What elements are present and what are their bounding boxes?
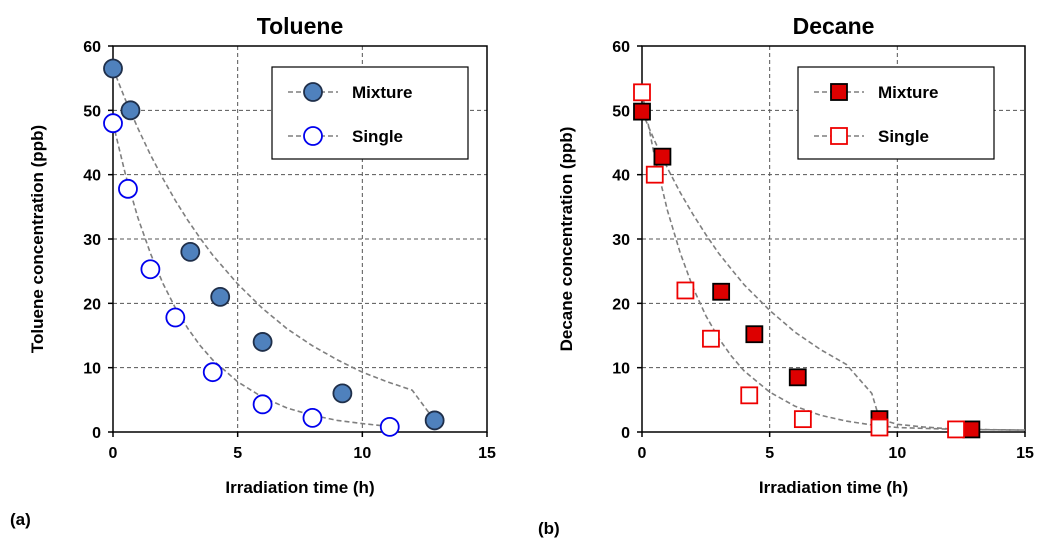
chart1-legend-label: Single: [352, 127, 403, 146]
chart2-ytick-label: 20: [612, 296, 630, 313]
chart1-legend-marker-single: [303, 126, 323, 146]
chart1-ytick-label: 30: [83, 232, 101, 249]
chart2-point-mixture: [788, 368, 807, 387]
chart2-xtick-label: 10: [888, 445, 906, 462]
chart1-point-single: [118, 178, 138, 199]
chart2-point-mixture: [745, 325, 764, 344]
chart2-ytick-label: 30: [612, 232, 630, 249]
chart1-xtick-label: 15: [478, 445, 496, 462]
chart2-point-single: [645, 165, 664, 184]
chart2: 0 5 10 15 0 10 20 30 40 50 60 Decane Irradiation tim…: [557, 13, 1034, 497]
chart1-trendline-single: [112, 123, 391, 428]
chart1-point-mixture: [332, 383, 353, 404]
chart1-ytick-label: 60: [83, 39, 101, 56]
chart1-point-single: [379, 416, 400, 437]
chart1-ytick-label: 20: [83, 296, 101, 313]
chart2-legend: Mixture Single: [797, 66, 995, 160]
chart2-point-single: [676, 281, 695, 300]
chart1-xlabel: Irradiation time (h): [225, 478, 374, 497]
chart1-legend: Mixture Single: [271, 66, 469, 160]
panel-label-b: (b): [538, 519, 560, 538]
chart1-trendline-mixture: [112, 68, 436, 421]
chart2-point-single: [702, 329, 720, 348]
chart2-point-mixture: [712, 282, 731, 301]
chart1-point-single: [103, 113, 123, 134]
chart2-xlabel: Irradiation time (h): [759, 478, 908, 497]
chart1-point-single: [252, 394, 273, 415]
chart1-point-mixture: [103, 58, 123, 79]
chart1-ytick-label: 40: [83, 168, 101, 185]
chart1-point-mixture: [424, 410, 445, 431]
chart1-ylabel: Toluene concentration (ppb): [28, 125, 47, 353]
chart2-ylabel: Decane concentration (ppb): [557, 127, 576, 352]
chart2-title: Decane: [793, 13, 875, 39]
chart1-xtick-label: 0: [109, 445, 118, 462]
chart1-point-mixture: [120, 100, 141, 121]
chart2-legend-marker-single: [830, 127, 848, 145]
chart1: 0 5 10 15 0 10 20 30 40 50 60 Toluene Irradiation ti…: [28, 13, 496, 497]
chart2-ytick-label: 50: [612, 103, 630, 120]
chart1-point-mixture: [210, 286, 231, 307]
chart1-ytick-label: 50: [83, 103, 101, 120]
chart1-point-single: [140, 259, 161, 280]
chart2-legend-label: Mixture: [878, 83, 938, 102]
chart2-legend-label: Single: [878, 127, 929, 146]
chart2-ytick-label: 40: [612, 168, 630, 185]
chart1-xtick-label: 10: [353, 445, 371, 462]
chart2-point-mixture: [962, 420, 981, 439]
chart2-ytick-label: 10: [612, 361, 630, 378]
chart1-point-mixture: [180, 241, 201, 262]
chart2-point-single: [740, 386, 759, 405]
chart2-point-single: [793, 410, 812, 429]
chart1-ytick-label: 0: [92, 425, 101, 442]
chart1-legend-box: [271, 66, 469, 160]
chart1-xtick-label: 5: [233, 445, 242, 462]
chart2-ytick-label: 0: [621, 425, 630, 442]
chart2-point-single: [947, 420, 965, 439]
chart1-legend-label: Mixture: [352, 83, 412, 102]
chart2-xtick-label: 15: [1016, 445, 1034, 462]
chart2-ytick-label: 60: [612, 39, 630, 56]
chart1-point-single: [202, 362, 223, 383]
panel-label-a: (a): [10, 510, 31, 529]
chart1-title: Toluene: [257, 13, 343, 39]
chart1-point-single: [165, 307, 186, 328]
chart2-legend-marker-mixture: [830, 83, 848, 101]
chart2-point-mixture: [633, 102, 651, 121]
chart1-legend-marker-mixture: [303, 82, 323, 102]
chart1-point-mixture: [252, 332, 273, 352]
chart1-ytick-label: 10: [83, 361, 101, 378]
chart2-point-mixture: [653, 147, 672, 166]
chart2-xtick-label: 5: [765, 445, 774, 462]
chart2-xtick-label: 0: [638, 445, 647, 462]
chart2-point-single: [870, 418, 889, 437]
chart1-point-single: [302, 407, 323, 428]
chart2-point-single: [633, 83, 651, 102]
